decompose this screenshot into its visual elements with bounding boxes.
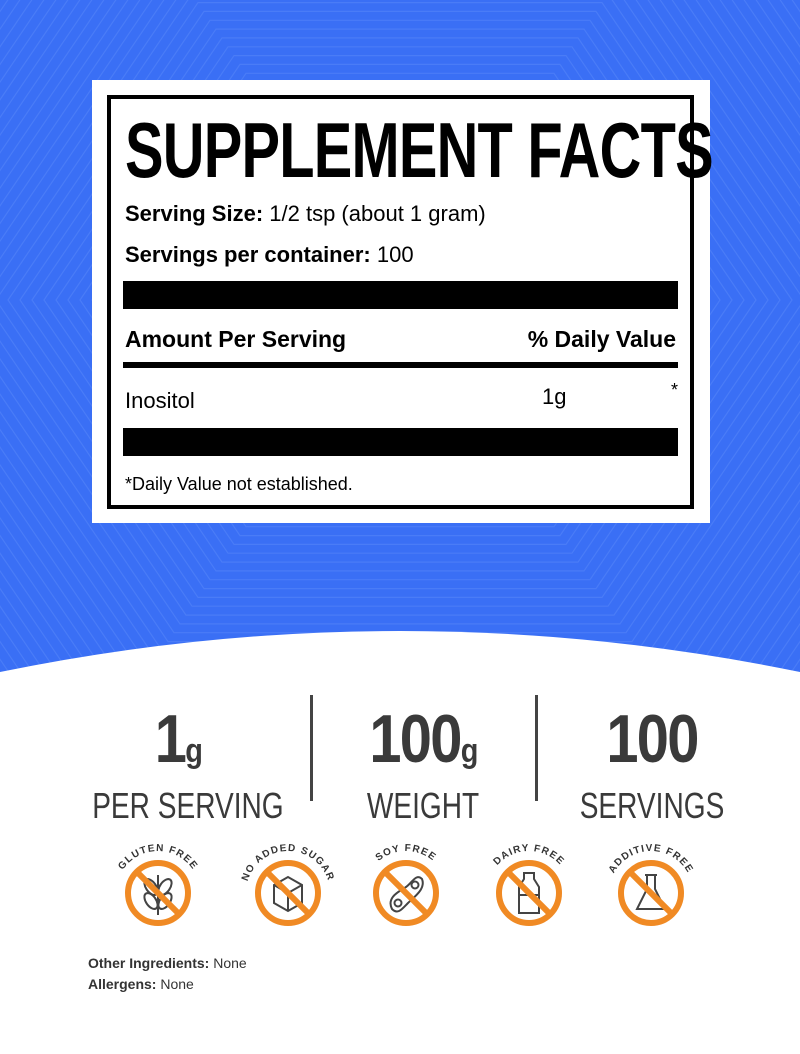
ingredient-amount: 1g xyxy=(542,384,567,409)
badge-gluten-free: GLUTEN FREE xyxy=(103,838,213,938)
soybean-icon xyxy=(389,876,424,913)
prohibited-icon xyxy=(373,860,439,926)
stat-per-serving: 1g PER SERVING xyxy=(92,701,284,826)
prohibited-icon xyxy=(125,860,191,926)
ingredient-dv: * xyxy=(671,380,679,400)
prohibited-icon xyxy=(255,860,321,926)
svg-text:ADDITIVE FREE: ADDITIVE FREE xyxy=(607,843,695,875)
stat-servings: 100 SERVINGS xyxy=(579,701,725,826)
stat-weight: 100g WEIGHT xyxy=(366,701,480,826)
stat-divider xyxy=(310,695,313,801)
dv-header: % Daily Value xyxy=(527,326,676,352)
serving-size: Serving Size: 1/2 tsp (about 1 gram) xyxy=(125,201,486,226)
prohibited-icon xyxy=(618,860,684,926)
other-ingredients: Other Ingredients: None xyxy=(88,955,247,971)
allergens: Allergens: None xyxy=(88,976,194,992)
thick-divider xyxy=(123,281,678,309)
footnote: *Daily Value not established. xyxy=(125,474,353,494)
amount-header: Amount Per Serving xyxy=(125,326,347,352)
supplement-facts-label: SUPPLEMENT FACTS Serving Size: 1/2 tsp (… xyxy=(92,80,714,523)
badge-soy-free: SOY FREE xyxy=(351,838,461,938)
svg-text:GLUTEN FREE: GLUTEN FREE xyxy=(116,843,200,872)
badge-text: GLUTEN FREE xyxy=(116,843,198,872)
servings-per-container: Servings per container: 100 xyxy=(125,242,414,267)
stat-divider xyxy=(535,695,538,801)
badge-no-added-sugar: NO ADDED SUGAR xyxy=(233,838,343,938)
badge-text: ADDITIVE FREE xyxy=(607,843,694,875)
badge-additive-free: ADDITIVE FREE xyxy=(596,838,706,938)
label-title: SUPPLEMENT FACTS xyxy=(125,106,714,194)
ingredient-name: Inositol xyxy=(125,388,195,413)
prohibited-icon xyxy=(496,860,562,926)
thick-divider xyxy=(123,428,678,456)
divider xyxy=(123,362,678,368)
badge-dairy-free: DAIRY FREE xyxy=(474,838,584,938)
